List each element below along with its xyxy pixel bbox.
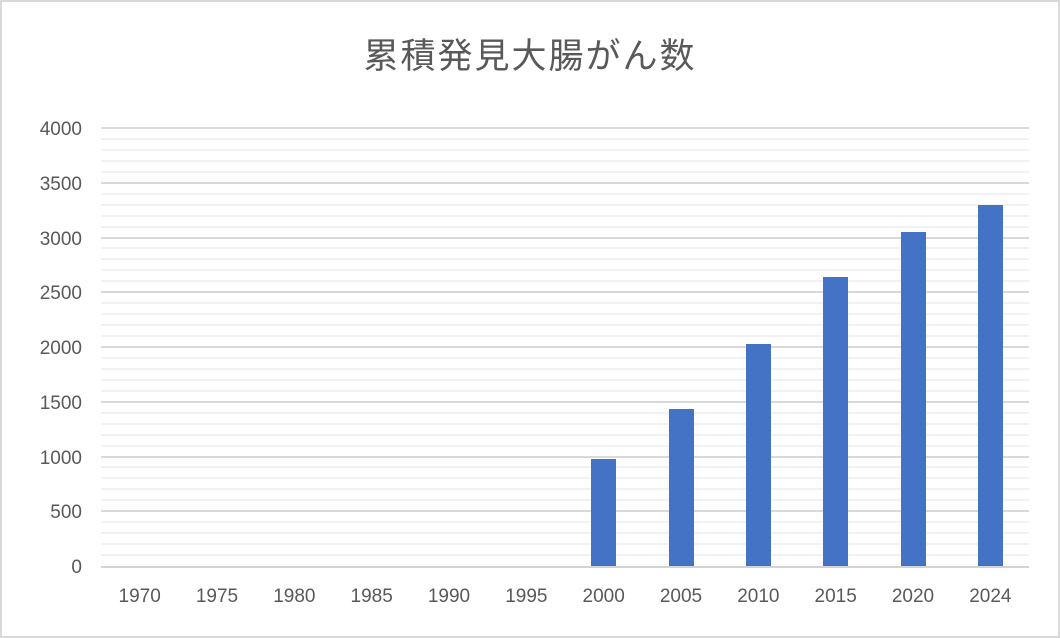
bar-2015 <box>823 276 849 566</box>
x-tick-label: 2020 <box>891 586 935 607</box>
gridline-minor <box>101 389 1029 392</box>
gridline-minor <box>101 335 1029 338</box>
x-tick-label: 1990 <box>427 586 471 607</box>
gridline-minor <box>101 203 1029 206</box>
x-tick-label: 1985 <box>350 586 393 607</box>
x-tick-label: 1975 <box>195 586 239 607</box>
y-tick-label: 1500 <box>39 392 82 414</box>
bar-2010 <box>745 343 771 566</box>
gridline-minor <box>101 477 1029 480</box>
gridline-minor <box>101 532 1029 535</box>
gridline-minor <box>101 159 1029 162</box>
gridline-minor <box>101 444 1029 447</box>
gridline-minor <box>101 554 1029 557</box>
chart-title: 累積発見大腸がん数 <box>363 37 697 76</box>
gridline-minor <box>101 313 1029 316</box>
gridline-minor <box>101 466 1029 469</box>
x-tick-label: 1995 <box>505 586 548 607</box>
gridline-minor <box>101 411 1029 414</box>
gridline-minor <box>101 192 1029 195</box>
y-tick-label: 500 <box>50 502 82 524</box>
y-tick-label: 4000 <box>39 119 82 140</box>
gridline-major <box>101 510 1029 513</box>
gridline-major <box>101 127 1029 129</box>
gridline-minor <box>101 324 1029 327</box>
y-tick-label: 2000 <box>39 338 82 359</box>
gridline-major <box>101 236 1029 239</box>
x-tick-label: 1970 <box>118 586 161 607</box>
gridline-minor <box>101 269 1029 272</box>
x-tick-label: 2024 <box>969 586 1012 607</box>
x-tick-label: 2005 <box>659 586 703 607</box>
y-tick-label: 3500 <box>39 173 82 195</box>
bar-2024 <box>977 204 1003 566</box>
gridline-minor <box>101 225 1029 228</box>
gridline-minor <box>101 422 1029 425</box>
bar-2000 <box>591 458 617 566</box>
gridline-minor <box>101 488 1029 491</box>
gridline-minor <box>101 543 1029 546</box>
bar-2005 <box>668 409 694 566</box>
y-tick-label: 0 <box>71 557 82 578</box>
gridline-minor <box>101 302 1029 305</box>
bar-2020 <box>900 232 926 566</box>
gridline-minor <box>101 521 1029 524</box>
gridline-minor <box>101 499 1029 502</box>
x-tick-label: 2000 <box>582 586 625 607</box>
gridline-major <box>101 455 1029 458</box>
gridline-major <box>101 346 1029 348</box>
gridline-minor <box>101 148 1029 151</box>
gridline-minor <box>101 258 1029 261</box>
gridline-minor <box>101 280 1029 283</box>
gridline-minor <box>101 378 1029 381</box>
gridline-major <box>101 181 1029 184</box>
x-tick-label: 1980 <box>273 586 316 607</box>
y-tick-label: 1000 <box>39 447 82 469</box>
gridline-minor <box>101 356 1029 359</box>
gridline-minor <box>101 367 1029 370</box>
gridline-minor <box>101 137 1029 140</box>
gridline-minor <box>101 214 1029 217</box>
gridline-major <box>101 400 1029 403</box>
plot-area <box>101 127 1029 568</box>
gridline-minor <box>101 170 1029 173</box>
gridline-minor <box>101 433 1029 436</box>
x-tick-label: 2015 <box>814 586 857 607</box>
gridline-major <box>101 291 1029 294</box>
y-tick-label: 2500 <box>39 283 82 305</box>
gridline-minor <box>101 247 1029 250</box>
x-tick-label: 2010 <box>737 586 780 607</box>
y-tick-label: 3000 <box>39 228 82 250</box>
